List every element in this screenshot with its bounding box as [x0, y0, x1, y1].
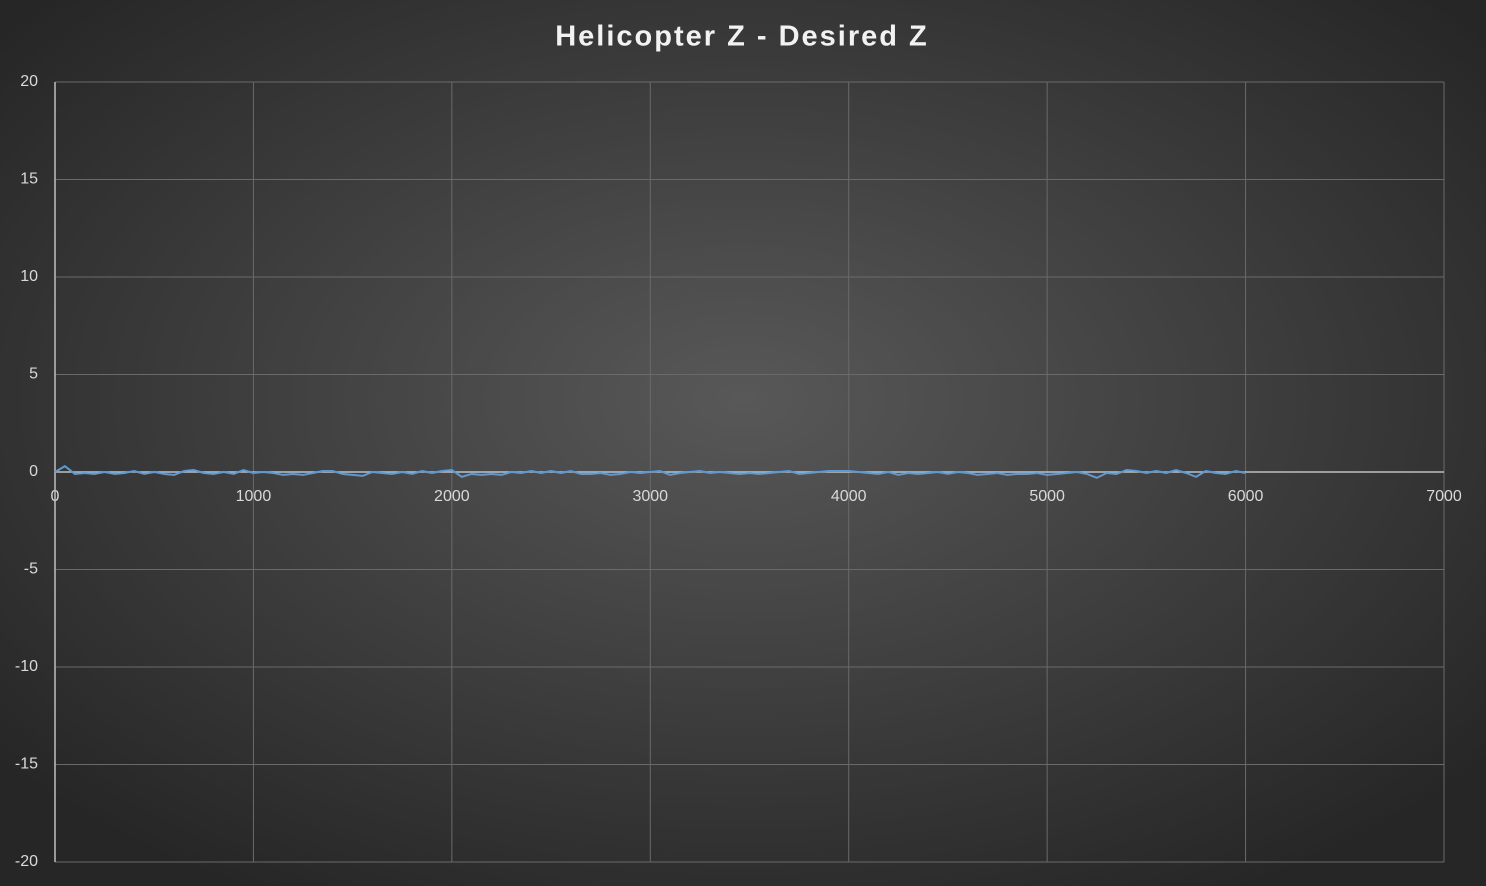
y-tick-label: 15 [20, 171, 38, 188]
y-tick-label: -20 [15, 853, 38, 870]
y-tick-label: -10 [15, 658, 38, 675]
x-tick-label: 7000 [1426, 488, 1462, 505]
x-tick-label: 5000 [1029, 488, 1065, 505]
x-tick-label: 2000 [434, 488, 470, 505]
y-tick-label: 10 [20, 268, 38, 285]
chart-title: Helicopter Z - Desired Z [555, 21, 929, 53]
y-tick-label: 20 [20, 73, 38, 90]
x-tick-label: 3000 [632, 488, 668, 505]
y-tick-label: -15 [15, 756, 38, 773]
y-tick-label: 5 [29, 366, 38, 383]
x-tick-label: 6000 [1228, 488, 1264, 505]
y-tick-label: 0 [29, 463, 38, 480]
x-tick-label: 1000 [236, 488, 272, 505]
y-tick-label: -5 [24, 561, 38, 578]
x-tick-label: 4000 [831, 488, 867, 505]
data-line [54, 465, 1246, 479]
